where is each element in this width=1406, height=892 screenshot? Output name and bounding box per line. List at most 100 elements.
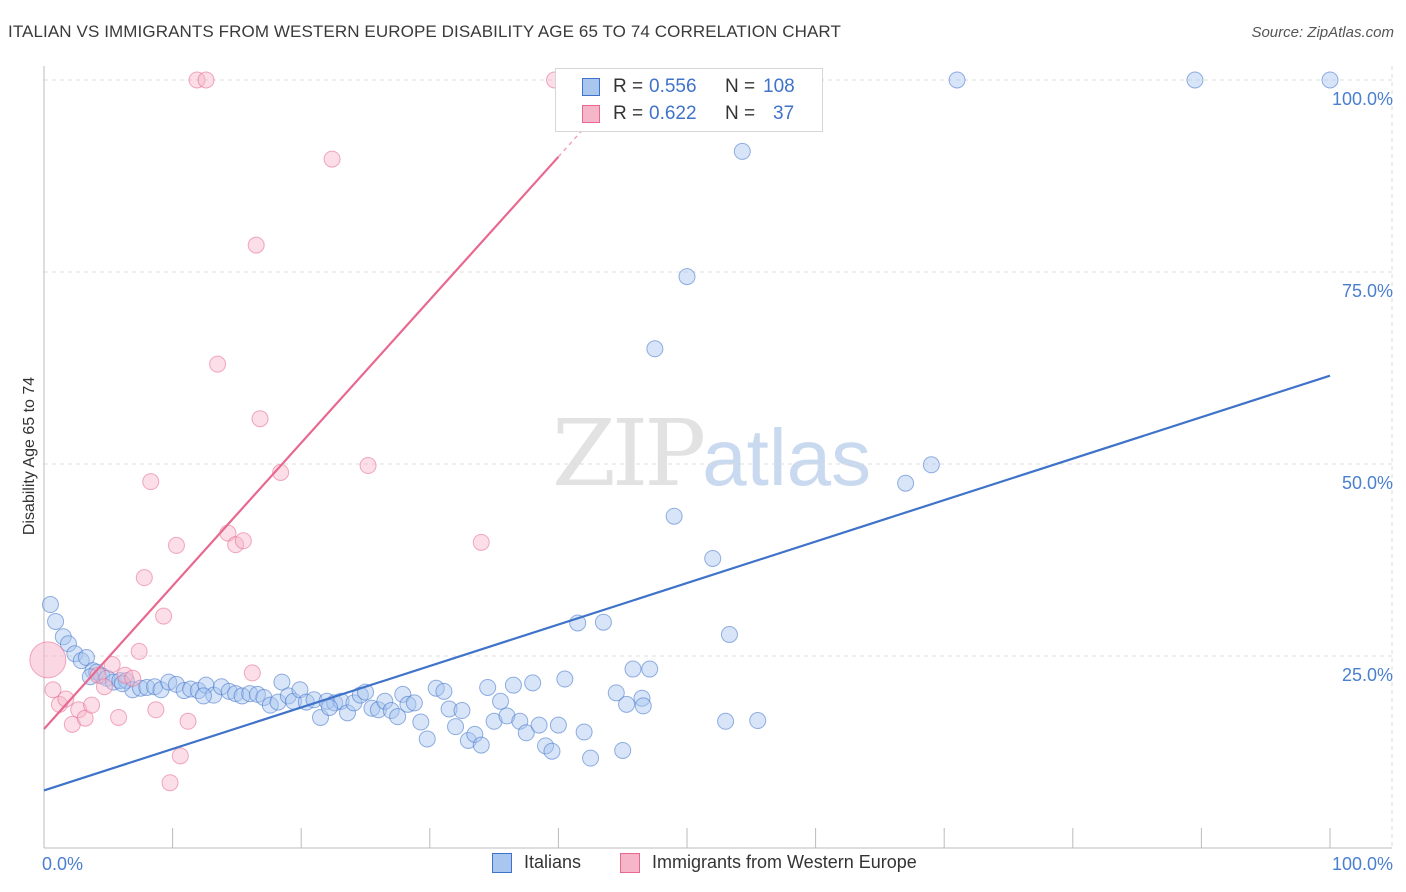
series-legend: Italians Immigrants from Western Europe: [0, 852, 1406, 878]
pink-r-label: R =: [613, 103, 644, 124]
italian-point-83: [594, 613, 612, 631]
italian-point-21: [175, 682, 193, 700]
italian-point-92: [665, 507, 683, 525]
immigrant-point-29: [243, 664, 261, 682]
italian-point-90: [641, 660, 659, 678]
italians-trend-line: [43, 374, 1331, 792]
italian-point-96: [720, 625, 738, 643]
x-tick-label-0: 0.0%: [42, 854, 83, 874]
immigrant-point-11: [110, 708, 128, 726]
italian-point-75: [530, 716, 548, 734]
italian-point-78: [549, 716, 567, 734]
italian-point-103: [1321, 71, 1339, 89]
italian-point-64: [459, 731, 477, 749]
italian-point-77: [543, 742, 561, 760]
immigrant-point-9: [95, 678, 113, 696]
immigrant-point-20: [167, 536, 185, 554]
italian-point-61: [440, 700, 458, 718]
immigrant-point-30: [247, 236, 265, 254]
italian-point-95: [717, 712, 735, 730]
immigrant-point-28: [234, 532, 252, 550]
stats-legend: R = 0.556 N = 108 R = 0.622 N = 37: [555, 68, 823, 132]
italian-point-74: [524, 674, 542, 692]
y-tick-label-100: 100.0%: [1332, 89, 1393, 109]
italian-point-71: [504, 676, 522, 694]
italian-point-89: [634, 697, 652, 715]
italian-point-99: [897, 474, 915, 492]
immigrant-point-14: [130, 642, 148, 660]
italian-point-93: [678, 268, 696, 286]
italian-point-66: [472, 736, 490, 754]
italian-point-79: [556, 670, 574, 688]
immigrant-point-1: [44, 681, 62, 699]
watermark-atlas: atlas: [702, 413, 872, 502]
pink-swatch: [582, 105, 600, 123]
italian-point-94: [704, 549, 722, 567]
immigrant-point-22: [179, 712, 197, 730]
blue-r-value: 0.556: [649, 76, 697, 97]
italian-point-52: [382, 702, 400, 720]
italian-point-47: [351, 686, 369, 704]
italian-point-55: [399, 695, 417, 713]
immigrant-point-31: [251, 410, 269, 428]
immigrant-point-7: [83, 696, 101, 714]
italian-point-5: [72, 652, 90, 670]
italian-point-34: [269, 693, 287, 711]
italian-point-97: [733, 142, 751, 160]
italian-point-98: [749, 712, 767, 730]
watermark: ZIPatlas: [552, 400, 871, 507]
italian-point-81: [575, 723, 593, 741]
italian-point-27: [220, 682, 238, 700]
immigrant-point-25: [209, 355, 227, 373]
italian-point-51: [376, 692, 394, 710]
pink-n-value: 37: [773, 103, 795, 124]
italian-point-82: [582, 749, 600, 767]
pink-r-value: 0.622: [649, 103, 697, 124]
italian-point-28: [227, 685, 245, 703]
italian-point-84: [607, 684, 625, 702]
immigrant-point-15: [135, 569, 153, 587]
italian-point-86: [618, 695, 636, 713]
x-tick-label-100: 100.0%: [1332, 854, 1393, 874]
italian-point-69: [492, 692, 510, 710]
y-tick-label-75: 75.0%: [1342, 281, 1393, 301]
immigrant-point-19: [161, 774, 179, 792]
italian-point-87: [624, 660, 642, 678]
immigrant-point-17: [147, 701, 165, 719]
italian-point-53: [389, 708, 407, 726]
immigrant-point-35: [472, 533, 490, 551]
italian-point-102: [1186, 71, 1204, 89]
italian-point-85: [614, 741, 632, 759]
immigrant-point-0: [29, 641, 67, 679]
italian-point-60: [435, 682, 453, 700]
source-label: Source: ZipAtlas.com: [1251, 24, 1394, 41]
immigrant-point-10: [103, 655, 121, 673]
italian-point-3: [59, 635, 77, 653]
legend-italians-swatch: [492, 852, 512, 873]
immigrant-point-23: [188, 71, 206, 89]
immigrant-point-5: [70, 701, 88, 719]
immigrants-trend-line: [43, 156, 560, 730]
chart-title: ITALIAN VS IMMIGRANTS FROM WESTERN EUROP…: [8, 22, 841, 41]
blue-n-label: N =: [725, 76, 756, 97]
italian-point-1: [47, 612, 65, 630]
immigrant-point-16: [142, 473, 160, 491]
immigrant-point-24: [197, 71, 215, 89]
italian-point-0: [41, 596, 59, 614]
pink-n-label: N =: [725, 103, 756, 124]
italian-point-35: [273, 673, 291, 691]
blue-swatch: [582, 78, 600, 96]
italian-point-107: [320, 698, 338, 716]
italian-point-54: [394, 685, 412, 703]
legend-italians-label: Italians: [524, 852, 582, 872]
italian-point-12: [111, 672, 129, 690]
y-tick-label-25: 25.0%: [1342, 665, 1393, 685]
immigrant-point-18: [155, 607, 173, 625]
legend-immigrants: Immigrants from Western Europe: [620, 852, 917, 873]
italian-point-45: [338, 704, 356, 722]
italian-point-62: [447, 718, 465, 736]
legend-immigrants-label: Immigrants from Western Europe: [652, 852, 917, 872]
legend-italians: Italians: [492, 852, 581, 873]
italian-point-100: [922, 456, 940, 474]
italian-point-70: [498, 707, 516, 725]
